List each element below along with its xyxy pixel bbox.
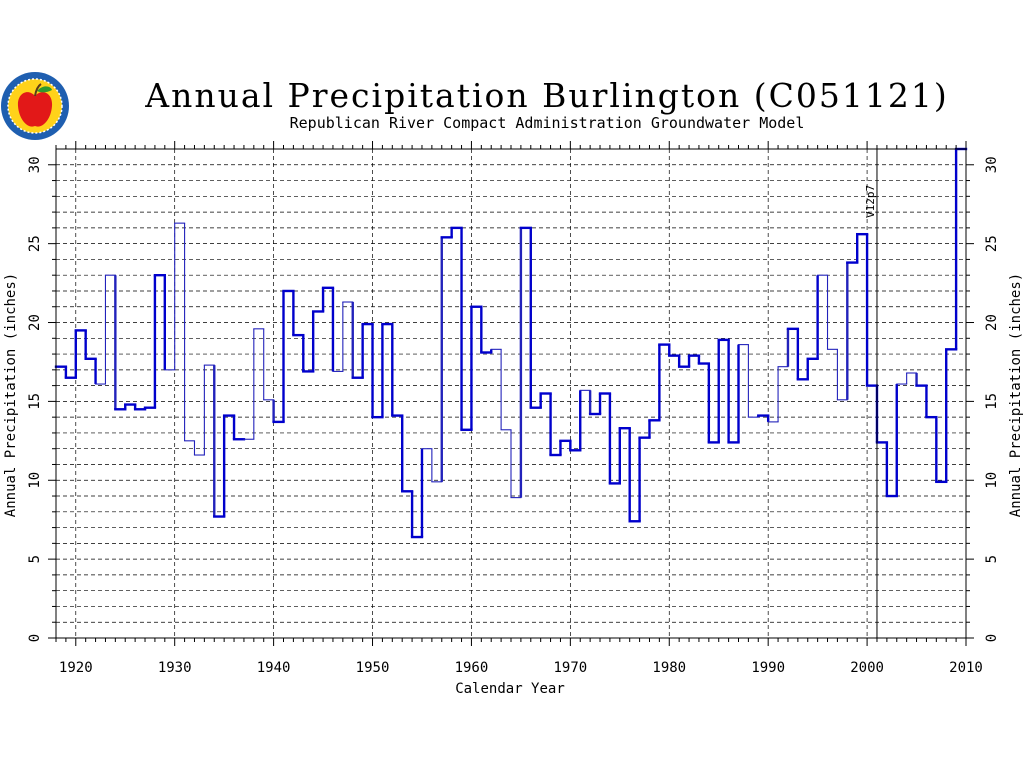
precipitation-step-line — [54, 147, 968, 539]
x-tick-label: 1930 — [158, 660, 192, 676]
x-tick-label: 1920 — [59, 660, 93, 676]
x-tick-label: 1950 — [356, 660, 390, 676]
apple-seal-logo — [1, 72, 69, 140]
x-axis-label: Calendar Year — [455, 681, 565, 697]
y-tick-label-left: 20 — [27, 314, 43, 331]
x-tick-label: 1960 — [455, 660, 489, 676]
y-tick-label-right: 15 — [984, 393, 1000, 410]
y-tick-label-right: 25 — [984, 235, 1000, 252]
x-tick-label: 2010 — [949, 660, 983, 676]
y-tick-label-left: 5 — [27, 555, 43, 563]
y-tick-label-left: 25 — [27, 235, 43, 252]
x-tick-label: 2000 — [850, 660, 884, 676]
chart-title: Annual Precipitation Burlington (C051121… — [144, 76, 949, 115]
grid-lines — [56, 149, 966, 638]
x-tick-label: 1970 — [553, 660, 587, 676]
annotation-label: V12p7 — [864, 185, 877, 218]
y-tick-label-left: 0 — [27, 634, 43, 642]
x-tick-label: 1940 — [257, 660, 291, 676]
y-tick-label-right: 0 — [984, 634, 1000, 642]
y-tick-label-right: 5 — [984, 555, 1000, 563]
x-tick-label: 1980 — [652, 660, 686, 676]
y-axis-label-left: Annual Precipitation (inches) — [3, 273, 19, 517]
plot-frame — [48, 141, 974, 646]
y-tick-label-right: 20 — [984, 314, 1000, 331]
x-tick-label: 1990 — [751, 660, 785, 676]
y-tick-label-right: 10 — [984, 472, 1000, 489]
y-axis-label-right: Annual Precipitation (inches) — [1008, 273, 1024, 517]
plot-border — [55, 148, 967, 639]
y-tick-label-right: 30 — [984, 156, 1000, 173]
y-tick-label-left: 30 — [27, 156, 43, 173]
chart-subtitle: Republican River Compact Administration … — [290, 114, 805, 132]
tick-labels: 1920 1930 1940 1950 1960 1970 1980 1990 2000 2010… — [27, 156, 1000, 676]
y-tick-label-left: 15 — [27, 393, 43, 410]
y-tick-label-left: 10 — [27, 472, 43, 489]
